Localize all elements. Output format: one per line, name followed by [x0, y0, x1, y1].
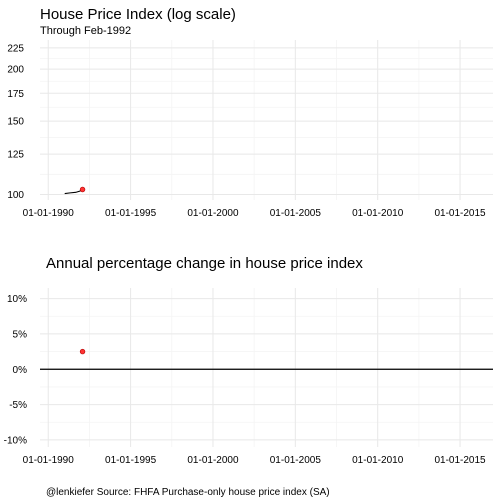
x-tick-label: 01-01-2005 — [270, 455, 322, 466]
y-tick-label: 175 — [7, 89, 24, 100]
x-tick-label: 01-01-2000 — [187, 455, 239, 466]
annual-change-x-ticks: 01-01-1990 01-01-1995 01-01-2000 01-01-2005… — [23, 455, 486, 466]
price-index-title: House Price Index (log scale) — [40, 6, 236, 23]
annual-change-series — [40, 349, 493, 369]
y-tick-label: 0% — [13, 365, 28, 376]
x-tick-label: 01-01-2010 — [352, 208, 404, 219]
data-point — [80, 349, 85, 354]
y-tick-label: 100 — [7, 190, 24, 201]
x-tick-label: 01-01-1995 — [105, 208, 157, 219]
x-tick-label: 01-01-1990 — [23, 208, 75, 219]
y-tick-label: 200 — [7, 65, 24, 76]
annual-change-title: Annual percentage change in house price … — [46, 255, 363, 272]
y-tick-label: -5% — [9, 400, 27, 411]
x-tick-label: 01-01-1990 — [23, 455, 75, 466]
price-index-gridlines — [40, 40, 493, 200]
annual-change-y-ticks: -10% -5% 0% 5% 10% — [4, 294, 27, 446]
price-index-x-ticks: 01-01-1990 01-01-1995 01-01-2000 01-01-2005… — [23, 208, 486, 219]
x-tick-label: 01-01-2000 — [187, 208, 239, 219]
annual-change-panel: Annual percentage change in house price … — [4, 255, 493, 466]
price-index-subtitle: Through Feb-1992 — [40, 25, 131, 37]
x-tick-label: 01-01-1995 — [105, 455, 157, 466]
x-tick-label: 01-01-2015 — [434, 455, 486, 466]
annual-change-gridlines — [40, 288, 493, 447]
y-tick-label: -10% — [4, 435, 27, 446]
latest-point-marker — [80, 187, 85, 192]
source-caption: @lenkiefer Source: FHFA Purchase-only ho… — [46, 487, 330, 498]
price-index-series — [65, 187, 85, 193]
price-index-panel: House Price Index (log scale) Through Fe… — [7, 6, 493, 219]
x-tick-label: 01-01-2005 — [270, 208, 322, 219]
y-tick-label: 125 — [7, 150, 24, 161]
x-tick-label: 01-01-2010 — [352, 455, 404, 466]
x-tick-label: 01-01-2015 — [434, 208, 486, 219]
y-tick-label: 225 — [7, 43, 24, 54]
price-index-line — [65, 190, 83, 194]
y-tick-label: 5% — [13, 329, 28, 340]
y-tick-label: 10% — [7, 294, 27, 305]
y-tick-label: 150 — [7, 117, 24, 128]
price-index-y-ticks: 100 125 150 175 200 225 — [7, 43, 24, 201]
